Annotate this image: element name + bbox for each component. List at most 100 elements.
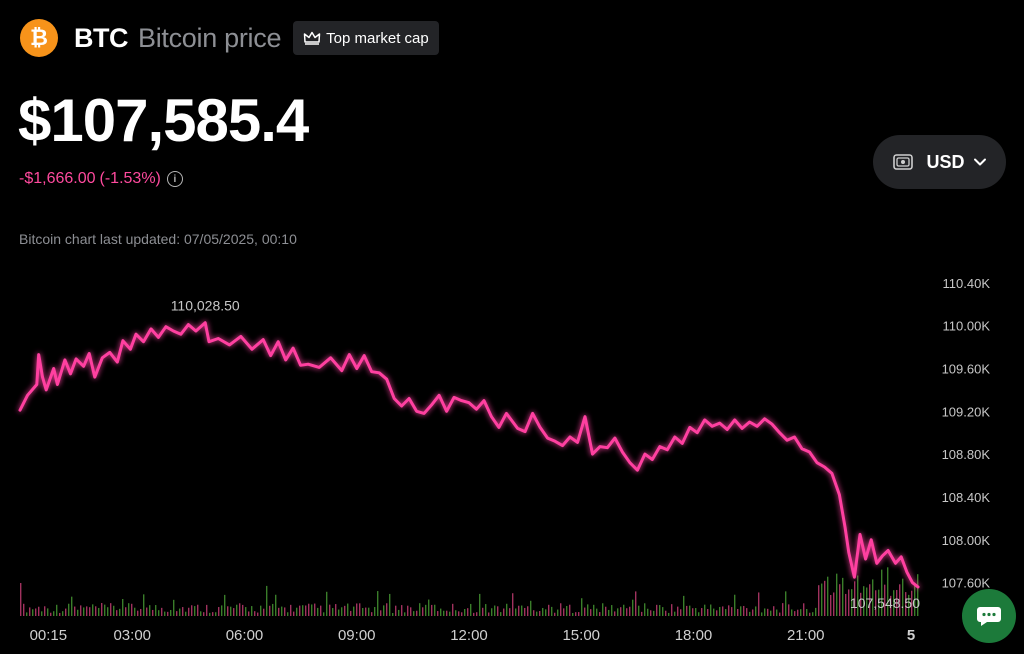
volume-bar: [908, 594, 910, 616]
info-icon[interactable]: i: [166, 171, 183, 187]
volume-bar: [320, 605, 322, 616]
volume-bars: [20, 567, 919, 616]
volume-bar: [686, 605, 688, 616]
volume-bar: [494, 605, 496, 616]
volume-bar: [83, 607, 85, 616]
volume-bar: [173, 599, 175, 616]
top-market-cap-badge[interactable]: Top market cap: [293, 21, 439, 55]
volume-bar: [452, 603, 454, 616]
volume-bar: [863, 586, 865, 616]
volume-bar: [308, 603, 310, 616]
volume-bar: [833, 592, 835, 616]
volume-bar: [635, 591, 637, 616]
volume-bar: [911, 590, 913, 616]
price-chart[interactable]: 110.40K 110.00K 109.60K 109.20K 108.80K 108.4…: [0, 260, 1024, 654]
volume-bar: [407, 605, 409, 616]
chevron-down-icon: [973, 158, 986, 166]
volume-bar: [902, 578, 904, 616]
volume-bar: [596, 608, 598, 616]
volume-bar: [296, 607, 298, 616]
volume-bar: [179, 608, 181, 616]
volume-bar: [434, 604, 436, 616]
x-tick-label: 15:00: [562, 627, 600, 644]
volume-bar: [614, 611, 616, 616]
volume-bar: [230, 606, 232, 616]
volume-bar: [23, 603, 25, 616]
volume-bar: [575, 612, 577, 616]
volume-bar: [506, 603, 508, 616]
volume-bar: [221, 605, 223, 616]
volume-bar: [491, 608, 493, 616]
asset-header: ₿ BTC Bitcoin price Top market cap: [20, 18, 439, 58]
badge-label: Top market cap: [326, 29, 429, 47]
volume-bar: [689, 605, 691, 616]
volume-bar: [812, 612, 814, 616]
volume-bar: [503, 608, 505, 616]
y-tick-label: 108.00K: [942, 533, 991, 548]
volume-bar: [344, 605, 346, 616]
currency-selector[interactable]: USD: [873, 135, 1006, 189]
volume-bar: [347, 603, 349, 616]
volume-bar: [638, 605, 640, 616]
chart-updated-text: Bitcoin chart last updated: 07/05/2025, …: [19, 231, 297, 247]
volume-bar: [734, 594, 736, 616]
volume-bar: [443, 610, 445, 616]
volume-bar: [152, 609, 154, 616]
volume-bar: [143, 594, 145, 616]
volume-bar: [446, 610, 448, 616]
volume-bar: [362, 607, 364, 616]
volume-bar: [548, 604, 550, 616]
volume-bar: [428, 599, 430, 616]
volume-bar: [869, 584, 871, 616]
y-axis: 110.40K 110.00K 109.60K 109.20K 108.80K 108.4…: [942, 276, 991, 591]
volume-bar: [878, 589, 880, 616]
volume-bar: [59, 612, 61, 616]
chat-bubble-icon: [977, 607, 1001, 626]
chat-button[interactable]: [962, 589, 1016, 643]
volume-bar: [533, 610, 535, 616]
volume-bar: [788, 604, 790, 616]
volume-bar: [65, 608, 67, 616]
volume-bar: [872, 579, 874, 616]
volume-bar: [77, 609, 79, 616]
volume-bar: [464, 609, 466, 616]
volume-bar: [401, 605, 403, 616]
volume-bar: [611, 605, 613, 616]
x-tick-label: 18:00: [675, 627, 713, 644]
volume-bar: [20, 583, 22, 616]
volume-bar: [86, 606, 88, 616]
volume-bar: [317, 607, 319, 616]
volume-bar: [776, 609, 778, 616]
volume-bar: [149, 605, 151, 616]
volume-bar: [461, 612, 463, 616]
volume-bar: [422, 607, 424, 616]
volume-bar: [728, 605, 730, 616]
volume-bar: [899, 584, 901, 616]
y-tick-label: 108.80K: [942, 447, 991, 462]
volume-bar: [413, 611, 415, 616]
volume-bar: [890, 595, 892, 616]
volume-bar: [431, 604, 433, 616]
volume-bar: [335, 604, 337, 616]
volume-bar: [419, 603, 421, 616]
current-price: $107,585.4: [18, 87, 309, 154]
volume-bar: [488, 612, 490, 616]
volume-bar: [104, 604, 106, 616]
volume-bar: [914, 584, 916, 616]
volume-bar: [524, 607, 526, 616]
volume-bar: [680, 609, 682, 616]
volume-bar: [623, 604, 625, 616]
volume-bar: [806, 609, 808, 616]
volume-bar: [539, 611, 541, 616]
volume-bar: [563, 608, 565, 616]
volume-bar: [425, 604, 427, 616]
volume-bar: [350, 610, 352, 616]
volume-bar: [473, 612, 475, 616]
volume-bar: [62, 611, 64, 616]
volume-bar: [377, 591, 379, 616]
volume-bar: [758, 592, 760, 616]
volume-bar: [386, 603, 388, 616]
volume-bar: [278, 607, 280, 616]
volume-bar: [482, 607, 484, 616]
volume-bar: [305, 605, 307, 616]
